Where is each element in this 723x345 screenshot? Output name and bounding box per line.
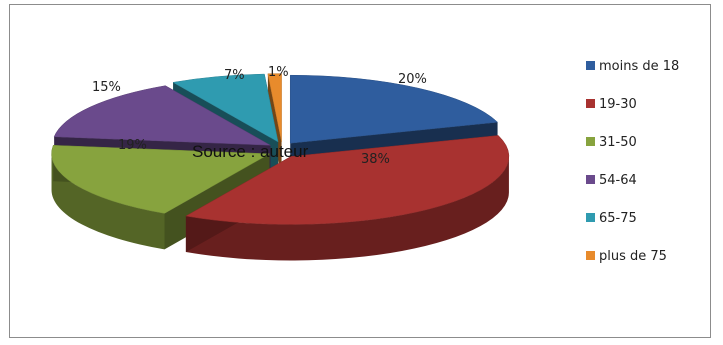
legend-label-19-30: 19-30 xyxy=(599,97,637,112)
pie-slice-top xyxy=(185,135,510,225)
legend-label-65-75: 65-75 xyxy=(599,211,637,226)
pie-slice-wall xyxy=(185,156,509,261)
pie-slice-top xyxy=(289,74,499,144)
legend-swatch-moins-de-18 xyxy=(586,61,595,70)
legend-label-plus-de-75: plus de 75 xyxy=(599,249,667,264)
legend-swatch-65-75 xyxy=(586,213,595,222)
slice-label-19-30: 38% xyxy=(361,152,390,167)
legend-swatch-plus-de-75 xyxy=(586,251,595,260)
legend-label-54-64: 54-64 xyxy=(599,173,637,188)
slice-labels: 20% 38% 19% 15% 7% 1% xyxy=(92,65,427,167)
legend-swatch-54-64 xyxy=(586,175,595,184)
pie-slice-top xyxy=(53,85,271,146)
pie-slice-wall xyxy=(51,153,165,250)
slice-label-plus-de-75: 1% xyxy=(268,65,289,80)
slice-label-54-64: 15% xyxy=(92,80,121,95)
legend-swatch-31-50 xyxy=(586,137,595,146)
pie-slice-top xyxy=(51,145,271,214)
legend-label-moins-de-18: moins de 18 xyxy=(599,59,679,74)
slice-label-31-50: 19% xyxy=(118,138,147,153)
pie-slices xyxy=(51,73,510,261)
legend-swatch-19-30 xyxy=(586,99,595,108)
slice-label-65-75: 7% xyxy=(224,68,245,83)
legend: moins de 18 19-30 31-50 54-64 65-75 plus de 7… xyxy=(586,59,679,264)
pie-slice-top xyxy=(172,73,279,143)
source-annotation: Source : auteur xyxy=(192,142,309,161)
slice-label-moins-de-18: 20% xyxy=(398,72,427,87)
pie-slice-19-30 xyxy=(185,135,510,261)
legend-label-31-50: 31-50 xyxy=(599,135,637,150)
pie-slice-top xyxy=(267,73,282,142)
